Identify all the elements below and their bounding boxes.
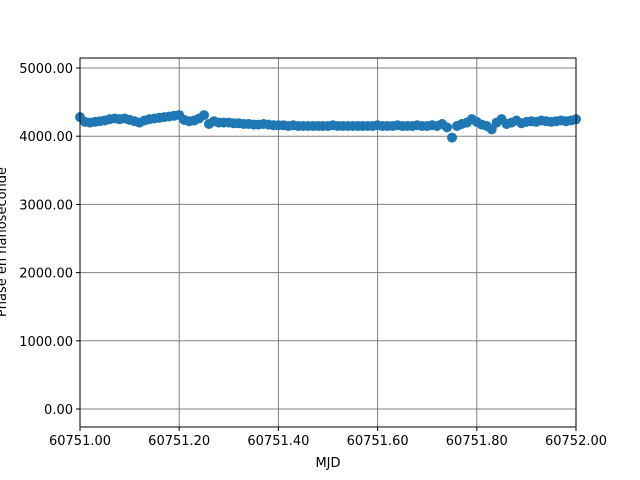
y-tick-label: 5000.00 <box>19 62 73 77</box>
x-tick-label: 60751.00 <box>49 434 111 449</box>
x-tick-label: 60751.20 <box>148 434 210 449</box>
x-tick-label: 60751.80 <box>446 434 508 449</box>
x-tick-label: 60751.60 <box>347 434 409 449</box>
y-tick-label: 1000.00 <box>19 335 73 350</box>
y-tick-label: 3000.00 <box>19 198 73 213</box>
y-tick-label: 0.00 <box>44 403 73 418</box>
x-tick-label: 60751.40 <box>247 434 309 449</box>
y-axis-label: Phase en nanoseconde <box>0 167 10 317</box>
point <box>199 110 209 121</box>
point <box>447 132 457 143</box>
y-tick-label: 2000.00 <box>19 267 73 282</box>
y-tick-label: 4000.00 <box>19 130 73 145</box>
point <box>442 122 453 133</box>
x-axis-label: MJD <box>315 456 340 471</box>
plot-frame <box>79 57 577 428</box>
x-tick-label: 60752.00 <box>545 434 607 449</box>
